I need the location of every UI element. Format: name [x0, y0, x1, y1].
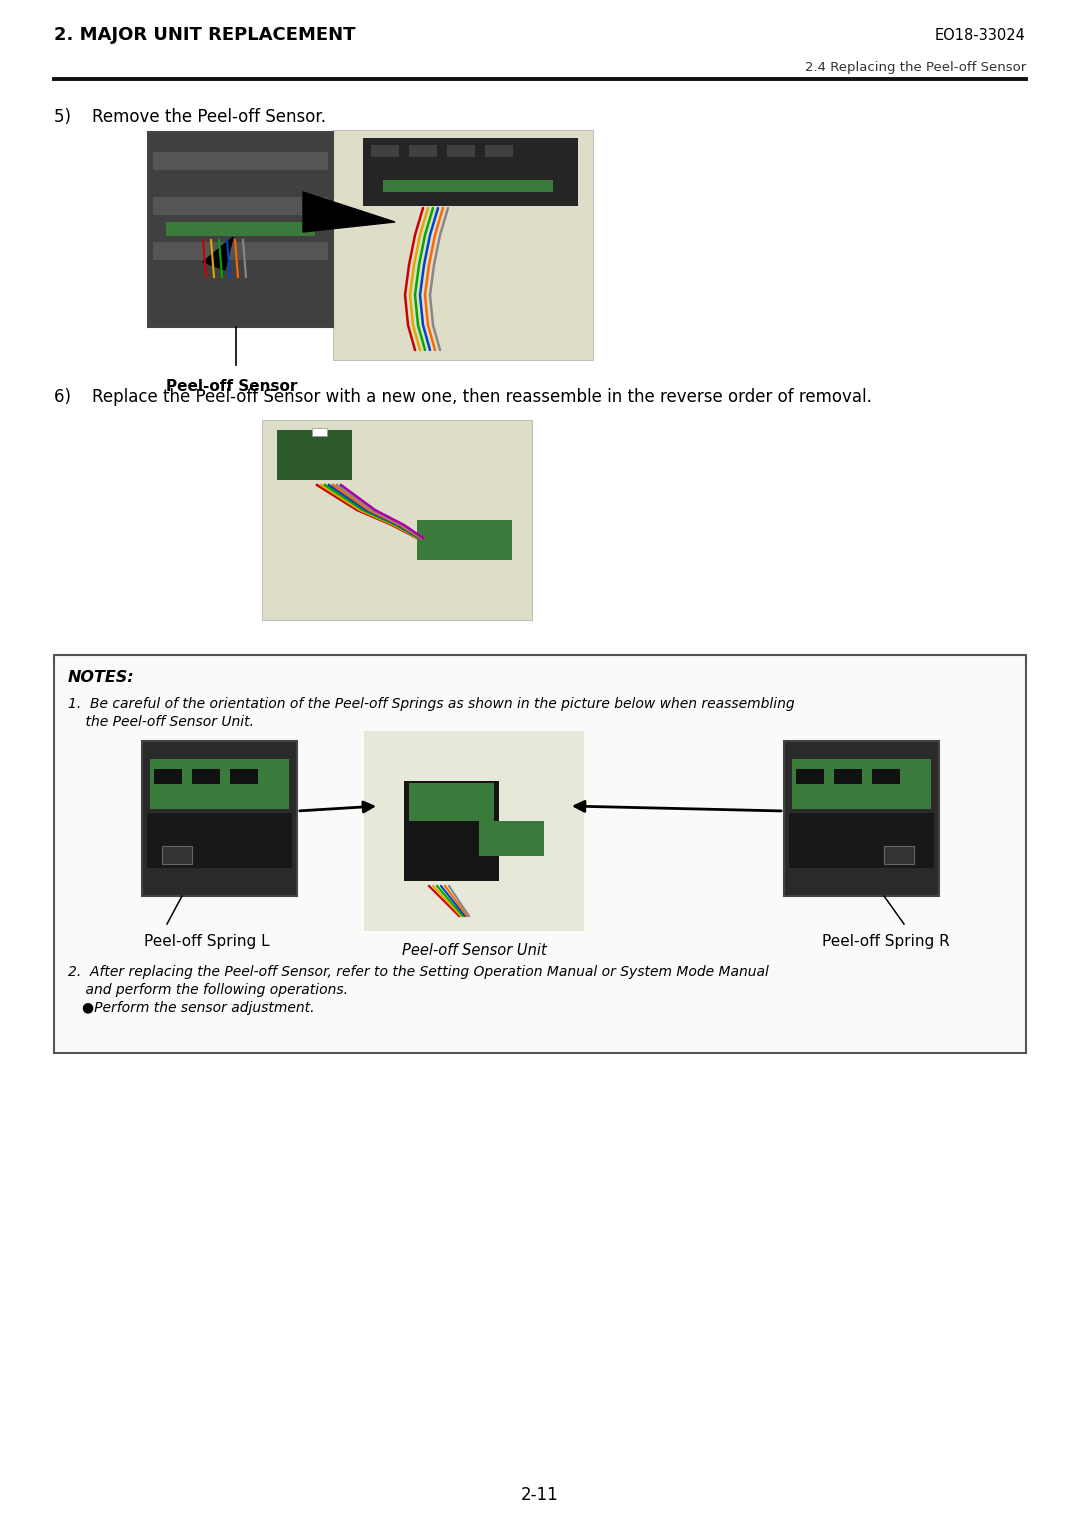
- Bar: [192, 769, 220, 784]
- Bar: [409, 782, 494, 821]
- Bar: [230, 769, 258, 784]
- Bar: [372, 145, 399, 157]
- Bar: [141, 741, 297, 895]
- Polygon shape: [303, 193, 395, 232]
- Bar: [166, 222, 315, 235]
- Bar: [784, 741, 939, 895]
- Text: ●Perform the sensor adjustment.: ●Perform the sensor adjustment.: [82, 1001, 314, 1015]
- Text: EO18-33024: EO18-33024: [935, 28, 1026, 43]
- Bar: [834, 769, 862, 784]
- Bar: [153, 197, 328, 215]
- Bar: [150, 759, 289, 808]
- Bar: [480, 821, 544, 856]
- Bar: [276, 429, 352, 480]
- Bar: [796, 769, 824, 784]
- Bar: [417, 520, 512, 559]
- Text: Peel-off Spring L: Peel-off Spring L: [144, 934, 270, 949]
- Bar: [148, 131, 333, 327]
- Text: Peel-off Spring R: Peel-off Spring R: [822, 934, 949, 949]
- Bar: [153, 241, 328, 260]
- Text: 1.  Be careful of the orientation of the Peel-off Springs as shown in the pictur: 1. Be careful of the orientation of the …: [68, 697, 795, 711]
- Bar: [153, 151, 328, 170]
- Bar: [885, 847, 914, 863]
- Bar: [792, 759, 931, 808]
- Polygon shape: [203, 237, 233, 270]
- Text: 5)    Remove the Peel-off Sensor.: 5) Remove the Peel-off Sensor.: [54, 108, 326, 125]
- Text: NOTES:: NOTES:: [68, 669, 135, 685]
- Bar: [147, 813, 292, 868]
- Bar: [54, 656, 1026, 1053]
- Text: Peel-off Sensor: Peel-off Sensor: [166, 379, 297, 394]
- Bar: [333, 130, 593, 361]
- Bar: [383, 180, 553, 193]
- Bar: [154, 769, 183, 784]
- Text: the Peel-off Sensor Unit.: the Peel-off Sensor Unit.: [68, 715, 254, 729]
- Text: Peel-off Sensor Unit: Peel-off Sensor Unit: [402, 943, 546, 958]
- Bar: [262, 420, 532, 620]
- Text: 2-11: 2-11: [522, 1487, 558, 1504]
- Text: 2.4 Replacing the Peel-off Sensor: 2.4 Replacing the Peel-off Sensor: [805, 61, 1026, 75]
- Bar: [364, 730, 584, 931]
- Text: 6)    Replace the Peel-off Sensor with a new one, then reassemble in the reverse: 6) Replace the Peel-off Sensor with a ne…: [54, 388, 872, 406]
- Bar: [363, 138, 578, 206]
- Bar: [409, 145, 437, 157]
- Bar: [447, 145, 475, 157]
- Text: and perform the following operations.: and perform the following operations.: [68, 983, 348, 996]
- Bar: [485, 145, 513, 157]
- Bar: [872, 769, 900, 784]
- Bar: [789, 813, 934, 868]
- Bar: [404, 781, 499, 882]
- Bar: [312, 428, 327, 435]
- Text: 2.  After replacing the Peel-off Sensor, refer to the Setting Operation Manual o: 2. After replacing the Peel-off Sensor, …: [68, 966, 769, 979]
- Bar: [162, 847, 192, 863]
- Bar: [276, 429, 352, 480]
- Text: 2. MAJOR UNIT REPLACEMENT: 2. MAJOR UNIT REPLACEMENT: [54, 26, 355, 44]
